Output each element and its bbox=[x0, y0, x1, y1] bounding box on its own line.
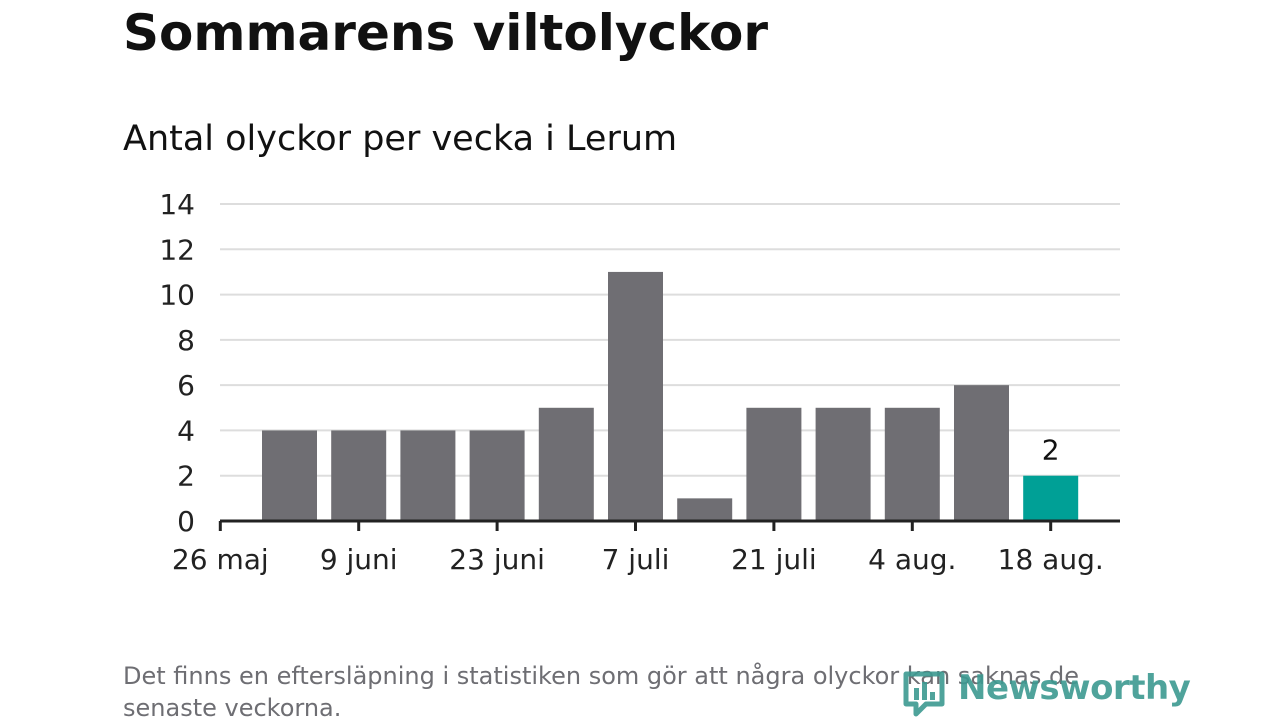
y-tick-label: 6 bbox=[177, 369, 195, 402]
bar bbox=[677, 498, 733, 521]
newsworthy-logo: Newsworthy bbox=[902, 666, 1191, 720]
x-tick-label: 26 maj bbox=[172, 543, 269, 576]
bar bbox=[746, 407, 802, 521]
chart-subtitle: Antal olyckor per vecka i Lerum bbox=[123, 119, 678, 159]
bar bbox=[608, 271, 663, 521]
bar bbox=[815, 407, 871, 521]
x-tick-label: 9 juni bbox=[320, 543, 398, 576]
bar bbox=[400, 430, 456, 521]
bar bbox=[538, 407, 594, 521]
x-tick-label: 23 juni bbox=[449, 543, 545, 576]
y-tick-label: 14 bbox=[159, 188, 195, 221]
logo-text: Newsworthy bbox=[958, 668, 1191, 708]
x-tick-label: 4 aug. bbox=[868, 543, 956, 576]
bar bbox=[469, 430, 525, 521]
bar bbox=[954, 385, 1009, 521]
data-label: 2 bbox=[1042, 434, 1060, 467]
y-tick-label: 8 bbox=[177, 324, 195, 357]
newsworthy-logo-icon bbox=[903, 671, 945, 717]
y-tick-label: 2 bbox=[177, 460, 195, 493]
bar bbox=[331, 430, 387, 521]
x-tick-label: 7 juli bbox=[602, 543, 670, 576]
x-tick-label: 18 aug. bbox=[998, 543, 1104, 576]
bar bbox=[884, 407, 940, 521]
bar bbox=[262, 430, 317, 521]
chart-title: Sommarens viltolyckor bbox=[123, 4, 769, 62]
y-tick-label: 12 bbox=[159, 233, 195, 266]
y-tick-label: 0 bbox=[177, 505, 195, 538]
x-tick-label: 21 juli bbox=[731, 543, 817, 576]
bar-highlight bbox=[1023, 475, 1079, 521]
y-tick-label: 4 bbox=[177, 414, 195, 447]
y-tick-label: 10 bbox=[159, 279, 195, 312]
